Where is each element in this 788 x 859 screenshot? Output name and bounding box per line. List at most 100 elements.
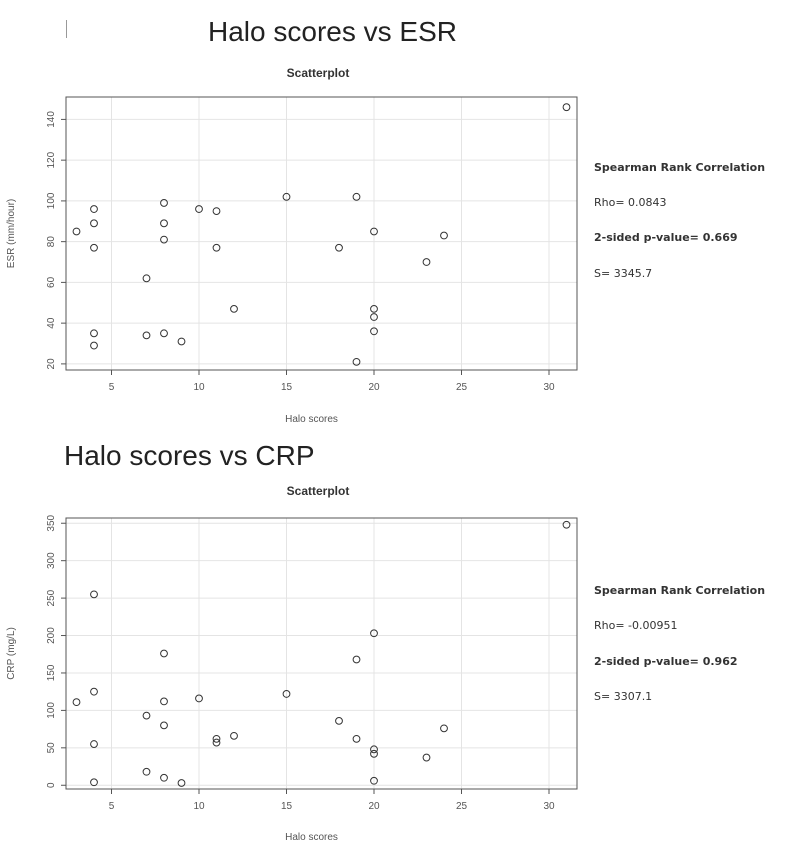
data-point bbox=[160, 649, 168, 658]
data-point bbox=[230, 304, 238, 313]
data-point bbox=[562, 103, 571, 112]
data-point bbox=[160, 697, 168, 706]
data-point bbox=[422, 753, 431, 762]
data-point bbox=[335, 243, 343, 252]
data-point bbox=[160, 199, 168, 207]
stats-pvalue-crp: 2-sided p-value= 0.962 bbox=[594, 655, 738, 668]
data-point bbox=[142, 767, 151, 776]
x-tick-label: 30 bbox=[543, 382, 555, 393]
data-point bbox=[90, 341, 98, 350]
data-point bbox=[90, 740, 98, 748]
data-point bbox=[90, 205, 98, 213]
stats-s-crp: S= 3307.1 bbox=[594, 690, 653, 703]
y-axis-label: ESR (mm/hour) bbox=[6, 199, 17, 268]
x-tick-label: 5 bbox=[109, 801, 115, 812]
data-point bbox=[212, 243, 221, 252]
data-point bbox=[160, 329, 168, 338]
x-tick-label: 10 bbox=[193, 382, 205, 393]
plot-frame bbox=[65, 96, 578, 371]
data-point bbox=[195, 205, 203, 213]
y-tick-label: 200 bbox=[46, 627, 57, 644]
data-point bbox=[370, 313, 378, 321]
x-tick-label: 20 bbox=[368, 382, 380, 393]
data-point bbox=[230, 731, 238, 740]
y-tick-label: 100 bbox=[46, 702, 57, 719]
data-point bbox=[440, 724, 448, 733]
plot-title-crp: Scatterplot bbox=[286, 484, 350, 498]
data-point bbox=[160, 235, 168, 244]
y-tick-label: 120 bbox=[46, 151, 57, 168]
stats-rho-esr: Rho= 0.0843 bbox=[594, 196, 667, 209]
data-point bbox=[370, 749, 378, 758]
x-tick-label: 15 bbox=[281, 382, 293, 393]
data-point bbox=[282, 192, 291, 201]
y-tick-label: 50 bbox=[46, 742, 57, 754]
page-title-crp: Halo scores vs CRP bbox=[64, 440, 315, 471]
data-point bbox=[212, 734, 221, 743]
plot-frame bbox=[65, 517, 578, 790]
data-point bbox=[90, 687, 98, 696]
data-point bbox=[90, 329, 98, 338]
data-point bbox=[352, 357, 361, 366]
stats-rho-crp: Rho= -0.00951 bbox=[594, 619, 678, 632]
y-tick-label: 80 bbox=[46, 236, 57, 248]
x-tick-label: 10 bbox=[193, 801, 205, 812]
data-point bbox=[352, 734, 361, 743]
y-tick-label: 20 bbox=[46, 358, 57, 370]
x-tick-label: 15 bbox=[281, 801, 293, 812]
y-tick-label: 250 bbox=[46, 589, 57, 606]
y-tick-label: 100 bbox=[46, 192, 57, 209]
stats-pvalue-esr: 2-sided p-value= 0.669 bbox=[594, 231, 738, 244]
y-tick-label: 0 bbox=[46, 782, 57, 788]
x-tick-label: 20 bbox=[368, 801, 380, 812]
data-point bbox=[72, 698, 81, 707]
data-point bbox=[370, 304, 378, 313]
data-point bbox=[370, 327, 378, 336]
x-tick-label: 30 bbox=[543, 801, 555, 812]
data-point bbox=[212, 738, 221, 747]
data-point bbox=[422, 258, 431, 266]
data-point bbox=[370, 776, 378, 785]
x-tick-label: 25 bbox=[456, 382, 468, 393]
data-point bbox=[370, 745, 378, 754]
data-point bbox=[352, 655, 361, 664]
data-point bbox=[72, 227, 81, 236]
data-point bbox=[177, 779, 186, 787]
data-point bbox=[90, 243, 98, 252]
x-axis-label: Halo scores bbox=[285, 832, 338, 843]
y-axis-label: CRP (mg/L) bbox=[6, 627, 17, 680]
data-point bbox=[352, 192, 361, 201]
data-point bbox=[160, 773, 168, 782]
data-point bbox=[282, 690, 291, 698]
data-point bbox=[212, 207, 221, 215]
data-point bbox=[440, 231, 448, 240]
page-title-esr: Halo scores vs ESR bbox=[208, 16, 457, 47]
y-tick-label: 150 bbox=[46, 664, 57, 681]
data-point bbox=[335, 716, 343, 725]
data-point bbox=[370, 629, 378, 638]
data-point bbox=[142, 711, 151, 720]
stats-heading-esr: Spearman Rank Correlation bbox=[594, 161, 766, 174]
y-tick-label: 140 bbox=[46, 111, 57, 128]
stats-s-esr: S= 3345.7 bbox=[594, 267, 653, 280]
data-point bbox=[142, 274, 151, 283]
data-point bbox=[90, 590, 98, 599]
divider-mark bbox=[66, 20, 67, 38]
data-point bbox=[160, 721, 168, 730]
data-point bbox=[142, 331, 151, 340]
y-tick-label: 60 bbox=[46, 276, 57, 288]
x-tick-label: 5 bbox=[109, 382, 115, 393]
y-tick-label: 300 bbox=[46, 552, 57, 569]
y-tick-label: 350 bbox=[46, 514, 57, 531]
stats-heading-crp: Spearman Rank Correlation bbox=[594, 584, 766, 597]
data-point bbox=[177, 337, 186, 346]
x-axis-label: Halo scores bbox=[285, 414, 338, 425]
x-tick-label: 25 bbox=[456, 801, 468, 812]
data-point bbox=[562, 520, 571, 529]
data-point bbox=[90, 778, 98, 787]
plot-title-esr: Scatterplot bbox=[286, 66, 350, 80]
data-point bbox=[195, 694, 203, 703]
data-point bbox=[160, 219, 168, 228]
y-tick-label: 40 bbox=[46, 317, 57, 329]
